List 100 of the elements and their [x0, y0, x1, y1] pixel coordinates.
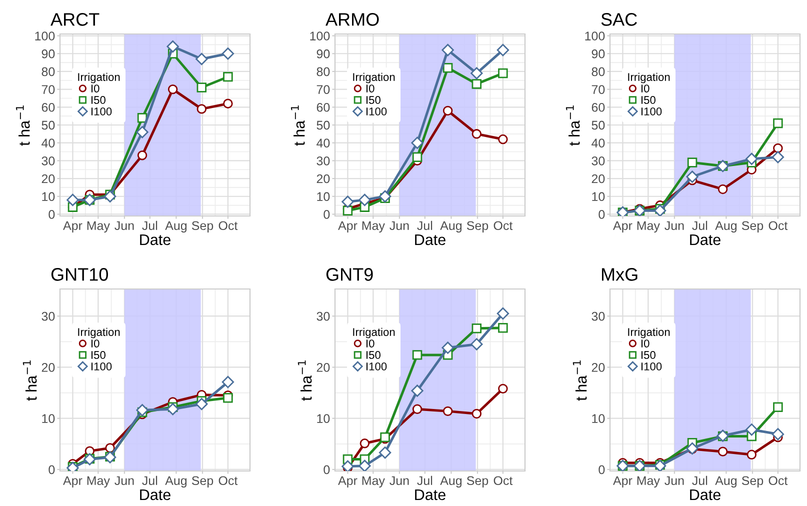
y-tick-label: 30 [42, 156, 55, 166]
y-tick-label: 60 [592, 102, 605, 112]
x-tick-label: Sep [742, 221, 764, 233]
y-tick-label: 50 [316, 120, 330, 130]
y-tick-label: 0 [324, 465, 330, 474]
x-tick-label: Aug [440, 476, 462, 488]
x-tick-label: May [87, 221, 110, 233]
chart-title: ARCT [50, 13, 100, 26]
y-axis-title: t ha$^{−1}$ [298, 360, 312, 401]
x-tick-label: May [87, 476, 110, 488]
y-axis-title: t ha$^{−1}$ [22, 360, 37, 401]
x-tick-label: Jun [664, 476, 684, 486]
x-tick-label: Aug [715, 476, 737, 488]
y-tick-label: 20 [316, 363, 330, 372]
x-tick-label: Jul [692, 476, 708, 486]
y-tick-label: 40 [42, 138, 55, 148]
y-tick-label: 30 [316, 312, 330, 321]
y-tick-label: 10 [317, 414, 330, 423]
y-tick-label: 90 [316, 49, 330, 58]
y-tick-label: 100 [585, 32, 605, 40]
x-tick-label: Oct [218, 476, 238, 486]
y-tick-label: 70 [42, 85, 55, 94]
y-tick-label: 80 [42, 67, 55, 76]
x-tick-label: Sep [466, 221, 488, 233]
chart-title: MxG [602, 268, 638, 281]
x-tick-label: Jul [417, 220, 432, 230]
legend-label: I0 [91, 84, 100, 92]
y-tick-label: 40 [592, 138, 605, 148]
legend-title: Irrigation [628, 328, 670, 338]
y-tick-label: 0 [598, 465, 605, 474]
legend-label: I100 [641, 362, 662, 370]
x-tick-label: Jun [664, 221, 684, 230]
y-tick-label: 30 [316, 156, 330, 166]
y-tick-label: 20 [42, 174, 55, 184]
chart-title: GNT9 [326, 268, 373, 281]
y-tick-label: 20 [316, 174, 330, 184]
legend-label: I0 [366, 340, 374, 348]
x-tick-label: Apr [613, 476, 632, 488]
legend-title: Irrigation [78, 72, 120, 84]
x-tick-label: Jul [417, 476, 432, 486]
y-axis-title: t ha$^{−1}$ [566, 106, 580, 146]
y-tick-label: 10 [317, 192, 330, 202]
x-tick-label: May [637, 221, 660, 233]
legend-title: Irrigation [628, 72, 670, 84]
x-tick-label: Aug [165, 221, 187, 233]
x-tick-label: Oct [218, 221, 238, 230]
x-tick-label: Sep [742, 476, 764, 488]
x-tick-label: May [362, 221, 385, 233]
y-axis-title: t ha$^{−1}$ [290, 106, 305, 146]
legend-label: I100 [366, 362, 387, 370]
x-tick-label: Oct [768, 221, 788, 230]
x-tick-label: Jul [692, 220, 708, 230]
legend-title: Irrigation [353, 328, 395, 338]
y-tick-label: 30 [592, 156, 605, 166]
legend-title: Irrigation [78, 328, 120, 338]
chart-title: ARMO [326, 13, 379, 26]
y-tick-label: 0 [48, 210, 55, 219]
legend-label: I50 [641, 96, 656, 104]
chart-title: SAC [601, 13, 637, 26]
y-tick-label: 0 [48, 465, 55, 474]
x-tick-label: Jun [114, 221, 134, 230]
x-tick-label: Aug [165, 476, 187, 488]
legend-label: I50 [366, 351, 380, 359]
x-tick-label: Aug [440, 221, 462, 233]
x-axis-title: Date [690, 234, 720, 246]
legend-label: I50 [366, 96, 380, 104]
chart-title: GNT10 [51, 268, 108, 281]
legend-label: I100 [91, 108, 112, 116]
x-tick-label: Jun [114, 476, 134, 486]
y-tick-label: 0 [598, 210, 605, 219]
y-tick-label: 70 [592, 85, 605, 94]
x-tick-label: Apr [63, 221, 82, 233]
y-axis-title: t ha$^{−1}$ [16, 106, 30, 146]
legend-label: I0 [91, 340, 100, 348]
x-tick-label: Jul [142, 476, 158, 486]
y-tick-label: 80 [592, 67, 605, 76]
legend-label: I100 [366, 108, 387, 116]
y-tick-label: 10 [592, 414, 605, 423]
x-tick-label: Aug [715, 221, 737, 233]
x-tick-label: Sep [192, 476, 214, 488]
legend-label: I0 [641, 340, 650, 348]
x-tick-label: Sep [192, 221, 214, 233]
y-tick-label: 70 [316, 85, 330, 94]
y-tick-label: 80 [316, 67, 330, 76]
x-axis-title: Date [140, 234, 170, 246]
y-tick-label: 10 [42, 192, 55, 202]
x-tick-label: May [362, 476, 385, 488]
y-tick-label: 100 [35, 32, 55, 40]
y-tick-label: 60 [42, 102, 55, 112]
x-axis-title: Date [415, 489, 446, 500]
y-tick-label: 40 [316, 138, 330, 148]
y-tick-label: 90 [592, 49, 605, 58]
y-axis-title: t ha$^{−1}$ [572, 360, 587, 401]
y-tick-label: 20 [592, 174, 605, 184]
x-tick-label: Oct [494, 476, 513, 486]
legend-label: I50 [91, 96, 106, 104]
x-tick-label: Apr [338, 476, 358, 488]
x-tick-label: Apr [338, 221, 358, 233]
legend-label: I50 [641, 351, 656, 359]
legend-label: I100 [91, 362, 112, 370]
